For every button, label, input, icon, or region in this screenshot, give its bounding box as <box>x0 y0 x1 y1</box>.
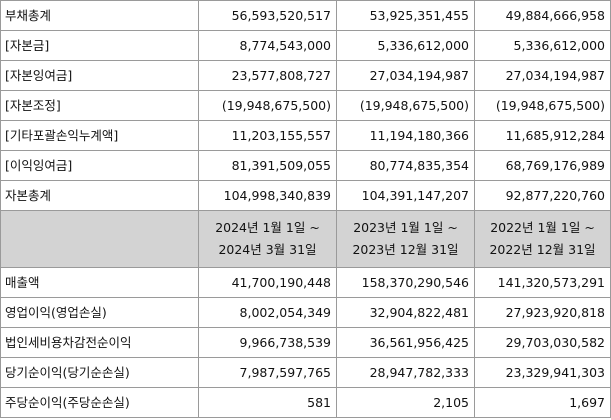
value-cell: 11,194,180,366 <box>336 120 475 151</box>
period-end: 2023년 12월 31일 <box>352 242 459 257</box>
table-row: [자본금] 8,774,543,000 5,336,612,000 5,336,… <box>0 30 611 61</box>
value-cell: (19,948,675,500) <box>336 90 475 121</box>
value-cell: 68,769,176,989 <box>474 150 611 181</box>
row-label: 부채총계 <box>0 0 199 31</box>
value-cell: 56,593,520,517 <box>198 0 337 31</box>
row-label: 영업이익(영업손실) <box>0 297 199 328</box>
table-row: 매출액 41,700,190,448 158,370,290,546 141,3… <box>0 267 611 298</box>
value-cell: 80,774,835,354 <box>336 150 475 181</box>
row-label: [기타포괄손익누계액] <box>0 120 199 151</box>
value-cell: 32,904,822,481 <box>336 297 475 328</box>
value-cell: 27,034,194,987 <box>336 60 475 91</box>
table-row: 부채총계 56,593,520,517 53,925,351,455 49,88… <box>0 0 611 31</box>
table-row: [자본잉여금] 23,577,808,727 27,034,194,987 27… <box>0 60 611 91</box>
value-cell: 5,336,612,000 <box>474 30 611 61</box>
period-start: 2024년 1월 1일 ~ <box>215 220 320 235</box>
value-cell: 7,987,597,765 <box>198 357 337 388</box>
value-cell: 27,923,920,818 <box>474 297 611 328</box>
period-start: 2022년 1월 1일 ~ <box>490 220 595 235</box>
table-row: 주당순이익(주당순손실) 581 2,105 1,697 <box>0 387 611 418</box>
period-header-blank <box>0 210 199 268</box>
table-row: 자본총계 104,998,340,839 104,391,147,207 92,… <box>0 180 611 211</box>
row-label: 매출액 <box>0 267 199 298</box>
row-label: 주당순이익(주당순손실) <box>0 387 199 418</box>
value-cell: (19,948,675,500) <box>474 90 611 121</box>
table-row: 법인세비용차감전순이익 9,966,738,539 36,561,956,425… <box>0 327 611 358</box>
period-start: 2023년 1월 1일 ~ <box>353 220 458 235</box>
table-row: 영업이익(영업손실) 8,002,054,349 32,904,822,481 … <box>0 297 611 328</box>
period-end: 2024년 3월 31일 <box>218 242 317 257</box>
table-row: [자본조정] (19,948,675,500) (19,948,675,500)… <box>0 90 611 121</box>
value-cell: 11,685,912,284 <box>474 120 611 151</box>
value-cell: 27,034,194,987 <box>474 60 611 91</box>
value-cell: 28,947,782,333 <box>336 357 475 388</box>
period-end: 2022년 12월 31일 <box>489 242 596 257</box>
period-header-cell: 2024년 1월 1일 ~ 2024년 3월 31일 <box>198 210 337 268</box>
value-cell: 11,203,155,557 <box>198 120 337 151</box>
row-label: 자본총계 <box>0 180 199 211</box>
row-label: [이익잉여금] <box>0 150 199 181</box>
value-cell: 41,700,190,448 <box>198 267 337 298</box>
value-cell: 23,577,808,727 <box>198 60 337 91</box>
value-cell: 104,998,340,839 <box>198 180 337 211</box>
value-cell: 141,320,573,291 <box>474 267 611 298</box>
value-cell: 23,329,941,303 <box>474 357 611 388</box>
period-header-row: 2024년 1월 1일 ~ 2024년 3월 31일 2023년 1월 1일 ~… <box>0 210 611 268</box>
table-row: [기타포괄손익누계액] 11,203,155,557 11,194,180,36… <box>0 120 611 151</box>
value-cell: 2,105 <box>336 387 475 418</box>
value-cell: 9,966,738,539 <box>198 327 337 358</box>
row-label: 당기순이익(당기순손실) <box>0 357 199 388</box>
table-row: 당기순이익(당기순손실) 7,987,597,765 28,947,782,33… <box>0 357 611 388</box>
value-cell: 81,391,509,055 <box>198 150 337 181</box>
row-label: [자본조정] <box>0 90 199 121</box>
value-cell: (19,948,675,500) <box>198 90 337 121</box>
value-cell: 29,703,030,582 <box>474 327 611 358</box>
value-cell: 8,002,054,349 <box>198 297 337 328</box>
value-cell: 53,925,351,455 <box>336 0 475 31</box>
value-cell: 104,391,147,207 <box>336 180 475 211</box>
value-cell: 36,561,956,425 <box>336 327 475 358</box>
value-cell: 5,336,612,000 <box>336 30 475 61</box>
period-header-cell: 2022년 1월 1일 ~ 2022년 12월 31일 <box>474 210 611 268</box>
row-label: 법인세비용차감전순이익 <box>0 327 199 358</box>
value-cell: 158,370,290,546 <box>336 267 475 298</box>
row-label: [자본잉여금] <box>0 60 199 91</box>
value-cell: 92,877,220,760 <box>474 180 611 211</box>
period-header-cell: 2023년 1월 1일 ~ 2023년 12월 31일 <box>336 210 475 268</box>
value-cell: 8,774,543,000 <box>198 30 337 61</box>
value-cell: 49,884,666,958 <box>474 0 611 31</box>
value-cell: 581 <box>198 387 337 418</box>
value-cell: 1,697 <box>474 387 611 418</box>
table-row: [이익잉여금] 81,391,509,055 80,774,835,354 68… <box>0 150 611 181</box>
row-label: [자본금] <box>0 30 199 61</box>
